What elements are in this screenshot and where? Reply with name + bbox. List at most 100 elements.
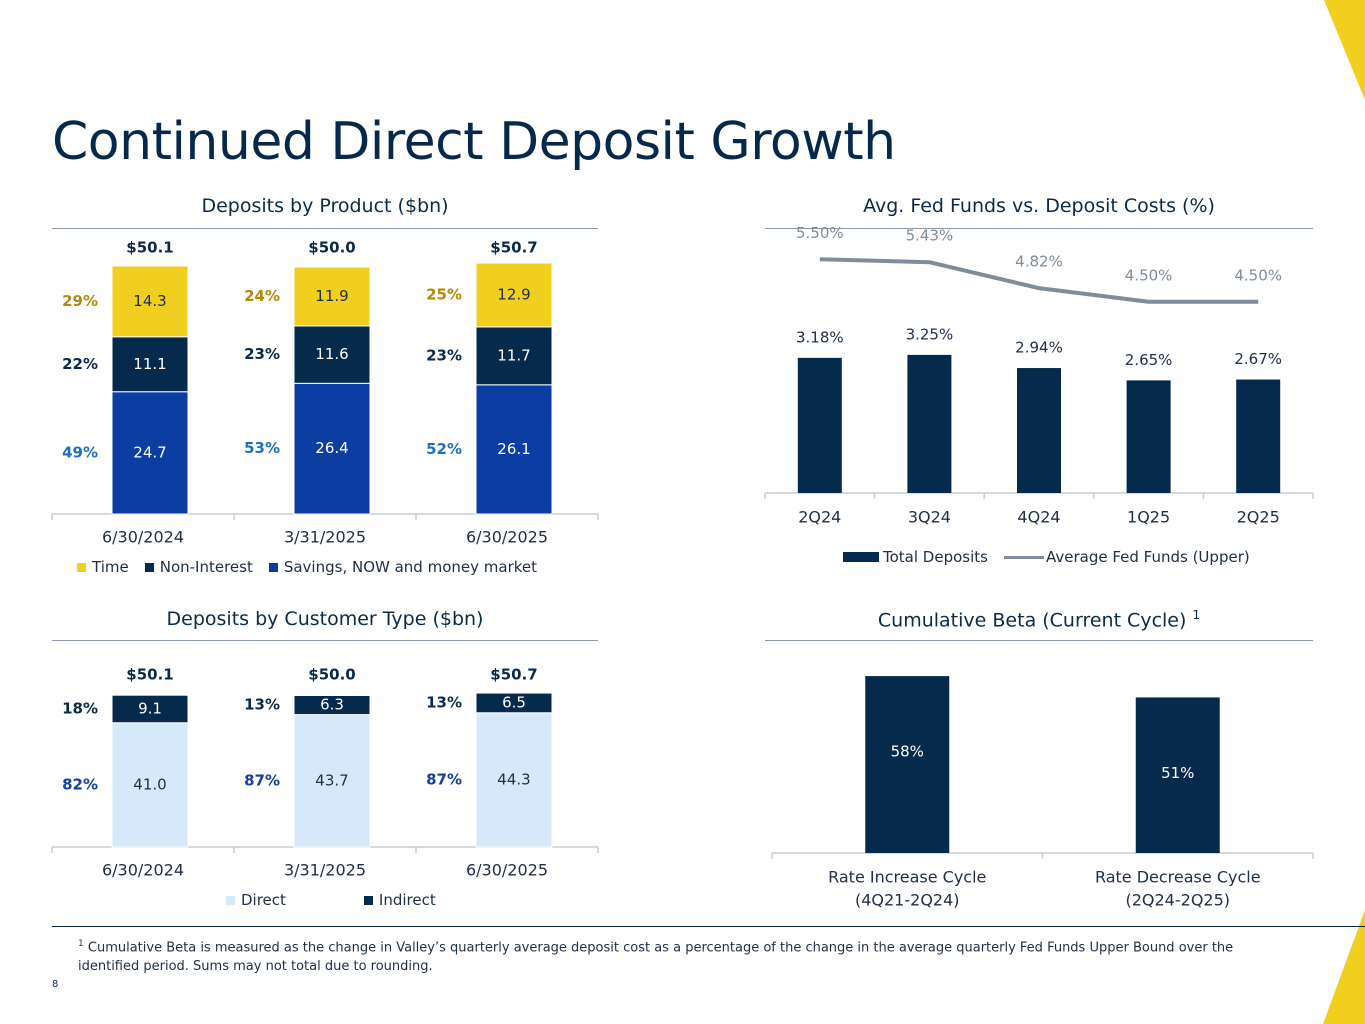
data-label-2-1-2: 6.5 — [502, 693, 526, 711]
legend-label-direct: Direct — [241, 891, 286, 909]
bar-2-direct-2 — [475, 712, 553, 848]
x-tick-label-2-2: 6/30/2025 — [466, 861, 548, 880]
bar-0-non-interest-2 — [475, 326, 553, 386]
data-label-0-0-0: 24.7 — [133, 443, 166, 461]
bar-beta-1 — [1135, 697, 1220, 853]
data-label-0-1-1: 11.6 — [315, 345, 348, 363]
data-label-2-0-1: 43.7 — [315, 771, 348, 789]
share-label-0-0-2: 52% — [426, 440, 462, 458]
legend-swatch-total-deposits — [843, 552, 879, 562]
bar-0-savings-now-and-money-market-2 — [475, 384, 553, 515]
data-label-0-0-2: 26.1 — [497, 440, 530, 458]
bar-total-deposits-3 — [1126, 380, 1171, 493]
share-label-2-0-2: 87% — [426, 770, 462, 788]
line-label-fed-funds-0: 5.50% — [796, 224, 844, 242]
customer-chart-title: Deposits by Customer Type ($bn) — [166, 608, 484, 630]
beta-chart-rule — [765, 640, 1313, 641]
share-label-0-0-0: 49% — [62, 443, 98, 461]
legend-label-savings: Savings, NOW and money market — [283, 558, 537, 576]
share-label-0-1-2: 23% — [426, 346, 462, 364]
bar-label-beta-0: 58% — [891, 743, 924, 761]
x-tick-label-3-1-line2: (2Q24-2Q25) — [1125, 891, 1230, 910]
x-tick-label-1-2: 4Q24 — [1017, 508, 1060, 527]
bar-2-direct-1 — [293, 714, 371, 848]
legend-swatch-noninterest — [144, 562, 154, 572]
product-legend: Time Non-Interest Savings, NOW and money… — [77, 558, 537, 576]
fedfunds-chart-title: Avg. Fed Funds vs. Deposit Costs (%) — [863, 195, 1215, 217]
line-label-fed-funds-4: 4.50% — [1234, 266, 1282, 284]
bar-label-total-deposits-1: 3.25% — [906, 325, 954, 343]
share-label-2-0-1: 87% — [244, 771, 280, 789]
data-label-0-2-0: 14.3 — [133, 292, 166, 310]
x-tick-label-1-3: 1Q25 — [1127, 508, 1170, 527]
bar-0-time-1 — [293, 266, 371, 327]
total-label-0-1: $50.0 — [308, 239, 355, 257]
x-tick-label-1-0: 2Q24 — [798, 508, 841, 527]
bar-label-total-deposits-0: 3.18% — [796, 328, 844, 346]
bar-0-savings-now-and-money-market-1 — [293, 382, 371, 515]
beta-chart-title: Cumulative Beta (Current Cycle) 1 — [765, 608, 1313, 631]
bar-beta-0 — [865, 676, 950, 853]
bar-2-direct-0 — [111, 722, 189, 848]
total-label-2-1: $50.0 — [308, 666, 355, 684]
data-label-0-1-0: 11.1 — [133, 355, 166, 373]
product-chart-title: Deposits by Product ($bn) — [201, 195, 449, 217]
customer-legend: Direct Indirect — [226, 891, 436, 909]
customer-chart-rule — [52, 640, 598, 641]
legend-label-time: Time — [92, 558, 129, 576]
data-label-0-0-1: 26.4 — [315, 439, 348, 457]
line-label-fed-funds-3: 4.50% — [1125, 266, 1173, 284]
x-tick-label-1-4: 2Q25 — [1237, 508, 1280, 527]
legend-swatch-time — [77, 562, 86, 572]
share-label-2-1-2: 13% — [426, 693, 462, 711]
legend-swatch-fed-funds — [1003, 555, 1044, 559]
page-number: 8 — [52, 979, 59, 990]
x-tick-label-1-1: 3Q24 — [908, 508, 951, 527]
line-label-fed-funds-1: 5.43% — [906, 227, 954, 245]
data-label-0-2-1: 11.9 — [315, 287, 348, 305]
total-label-0-0: $50.1 — [126, 239, 173, 257]
share-label-2-1-0: 18% — [62, 699, 98, 717]
bar-total-deposits-4 — [1236, 379, 1281, 493]
legend-swatch-savings — [268, 562, 278, 572]
bar-label-beta-1: 51% — [1161, 764, 1194, 782]
bar-total-deposits-0 — [797, 357, 842, 493]
bar-0-time-0 — [111, 265, 189, 338]
legend-label-total-deposits: Total Deposits — [883, 548, 988, 566]
bar-total-deposits-1 — [907, 354, 952, 493]
data-label-0-1-2: 11.7 — [497, 346, 530, 364]
total-label-0-2: $50.7 — [490, 239, 537, 257]
bar-0-non-interest-1 — [293, 325, 371, 384]
fedfunds-legend: Total Deposits Average Fed Funds (Upper) — [843, 548, 1250, 566]
line-label-fed-funds-2: 4.82% — [1015, 253, 1063, 271]
bar-2-indirect-2 — [475, 692, 553, 714]
legend-swatch-indirect — [363, 895, 373, 905]
fedfunds-chart-rule — [765, 228, 1313, 229]
bar-2-indirect-1 — [293, 695, 371, 716]
legend-label-fed-funds: Average Fed Funds (Upper) — [1045, 548, 1250, 566]
share-label-0-1-1: 23% — [244, 345, 280, 363]
x-tick-label-3-1-line1: Rate Decrease Cycle — [1095, 868, 1261, 887]
total-label-2-0: $50.1 — [126, 666, 173, 684]
bar-label-total-deposits-3: 2.65% — [1125, 351, 1173, 369]
share-label-0-2-0: 29% — [62, 292, 98, 310]
x-tick-label-3-0-line2: (4Q21-2Q24) — [855, 891, 960, 910]
x-tick-label-2-0: 6/30/2024 — [102, 861, 184, 880]
share-label-0-2-2: 25% — [426, 285, 462, 303]
bar-label-total-deposits-2: 2.94% — [1015, 339, 1063, 357]
beta-chart-title-text: Cumulative Beta (Current Cycle) — [877, 609, 1187, 632]
data-label-2-1-0: 9.1 — [138, 699, 162, 717]
footnote: 1 Cumulative Beta is measured as the cha… — [78, 935, 1298, 976]
share-label-0-1-0: 22% — [62, 355, 98, 373]
x-tick-label-2-1: 3/31/2025 — [284, 861, 366, 880]
total-label-2-2: $50.7 — [490, 666, 537, 684]
x-tick-label-3-0-line1: Rate Increase Cycle — [828, 868, 986, 887]
legend-label-indirect: Indirect — [378, 891, 436, 909]
bar-2-indirect-0 — [111, 694, 189, 724]
data-label-2-1-1: 6.3 — [320, 696, 344, 714]
footnote-marker: 1 — [78, 939, 84, 949]
share-label-0-2-1: 24% — [244, 287, 280, 305]
bar-0-non-interest-0 — [111, 336, 189, 393]
x-tick-label-0-0: 6/30/2024 — [102, 528, 184, 547]
